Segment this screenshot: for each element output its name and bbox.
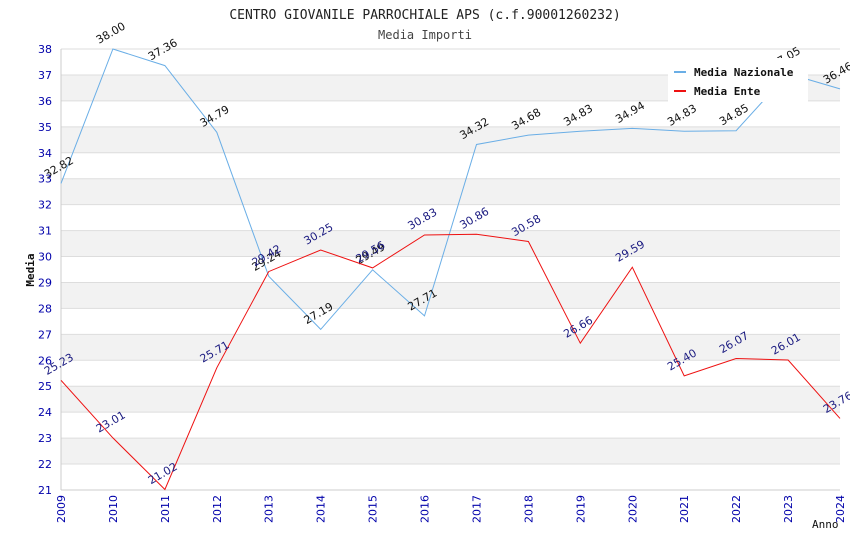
data-label: 38.00 [94, 20, 128, 47]
x-tick-label: 2020 [626, 495, 639, 523]
legend-entry: Media Nazionale [694, 66, 794, 79]
y-tick-label: 38 [38, 43, 52, 56]
data-label: 34.83 [665, 102, 699, 129]
x-tick-label: 2023 [782, 495, 795, 523]
x-tick-label: 2021 [678, 495, 691, 523]
x-tick-label: 2011 [159, 495, 172, 523]
x-tick-label: 2015 [367, 495, 380, 523]
x-tick-label: 2018 [522, 495, 535, 523]
data-label: 34.94 [613, 99, 647, 126]
x-tick-label: 2022 [730, 495, 743, 523]
y-tick-label: 34 [38, 147, 52, 160]
x-tick-label: 2012 [211, 495, 224, 523]
grid-bands [61, 74, 840, 465]
x-tick-label: 2024 [834, 495, 847, 523]
data-label: 30.86 [457, 205, 491, 232]
legend-box [668, 58, 808, 102]
y-tick-label: 26 [38, 354, 52, 367]
y-tick-label: 35 [38, 121, 52, 134]
data-label: 30.83 [406, 206, 440, 233]
y-tick-label: 24 [38, 406, 52, 419]
y-tick-label: 29 [38, 276, 52, 289]
x-axis-label: Anno [812, 518, 839, 531]
y-tick-label: 33 [38, 173, 52, 186]
data-label: 34.85 [717, 101, 751, 128]
y-tick-label: 25 [38, 380, 52, 393]
data-label: 34.79 [198, 103, 232, 130]
x-tick-label: 2009 [55, 495, 68, 523]
legend-entry: Media Ente [694, 85, 761, 98]
y-tick-label: 37 [38, 69, 52, 82]
x-tick-label: 2019 [574, 495, 587, 523]
y-tick-label: 30 [38, 251, 52, 264]
y-tick-label: 27 [38, 328, 52, 341]
chart-title: CENTRO GIOVANILE PARROCHIALE APS (c.f.90… [229, 8, 620, 23]
data-label: 37.36 [146, 36, 180, 63]
x-tick-label: 2014 [315, 495, 328, 523]
legend: Media Nazionale Media Ente [668, 58, 808, 102]
y-tick-label: 21 [38, 484, 52, 497]
y-tick-label: 32 [38, 199, 52, 212]
y-tick-label: 28 [38, 302, 52, 315]
gridlines [60, 48, 840, 491]
y-axis-label: Media [24, 253, 37, 286]
y-tick-label: 23 [38, 432, 52, 445]
x-axis-ticks: 2009 2010 2011 2012 2013 2014 2015 2016 2017 2018… [55, 495, 847, 523]
series-line-media-ente [60, 233, 841, 491]
grid-band [61, 386, 840, 413]
x-tick-label: 2017 [470, 495, 483, 523]
y-axis-ticks: 21 22 23 24 25 26 27 28 29 30 31 32 33 34 35 36 37 38 [38, 43, 52, 497]
y-tick-label: 31 [38, 225, 52, 238]
grid-band [61, 282, 840, 309]
chart-subtitle: Media Importi [378, 28, 472, 42]
series-line-media-nazionale [60, 48, 841, 331]
x-tick-label: 2016 [419, 495, 432, 523]
grid-band [61, 178, 840, 205]
grid-band [61, 438, 840, 465]
y-tick-label: 22 [38, 458, 52, 471]
x-tick-label: 2013 [263, 495, 276, 523]
x-tick-label: 2010 [107, 495, 120, 523]
grid-band [61, 334, 840, 361]
y-tick-label: 36 [38, 95, 52, 108]
data-label: 34.83 [561, 102, 595, 129]
